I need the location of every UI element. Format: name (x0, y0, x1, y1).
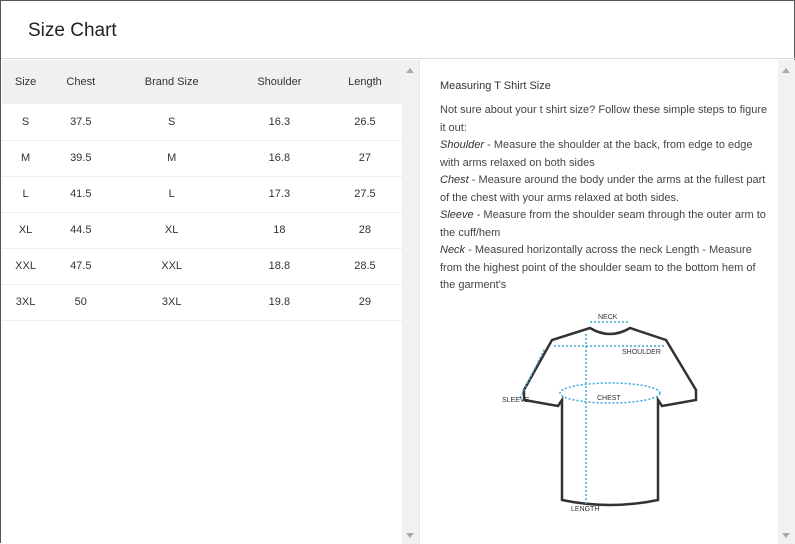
table-row: 3XL 50 3XL 19.8 29 (2, 284, 402, 321)
table-cell: L (2, 176, 50, 213)
table-cell: 50 (49, 284, 113, 321)
table-row: S 37.5 S 16.3 26.5 (2, 104, 402, 141)
guide-text: - Measured horizontally across the neck … (440, 244, 756, 291)
guide-text: - Measure around the body under the arms… (440, 174, 766, 204)
guide-term: Shoulder (440, 139, 485, 151)
column-header: Brand Size (112, 60, 231, 104)
table-cell: XL (112, 212, 231, 249)
guide-term: Chest (440, 174, 469, 186)
table-cell: 16.8 (230, 140, 328, 177)
column-header: Shoulder (230, 60, 328, 104)
guide-text: - Measure the shoulder at the back, from… (440, 139, 753, 169)
column-header: Size (2, 60, 50, 104)
table-cell: 39.5 (49, 140, 113, 177)
size-table: Size Chest Brand Size Shoulder Length S 37.5 S… (2, 60, 402, 321)
guide-scrollbar[interactable] (778, 60, 795, 544)
column-header: Length (327, 60, 402, 104)
table-cell: 18 (230, 212, 328, 249)
table-cell: 3XL (2, 284, 50, 321)
guide-item: Sleeve - Measure from the shoulder seam … (440, 207, 770, 242)
measure-lines (519, 321, 666, 506)
table-cell: M (112, 140, 231, 177)
dialog-title: Size Chart (28, 20, 117, 41)
neck-label: NECK (598, 314, 618, 321)
guide-intro: Not sure about your t shirt size? Follow… (440, 104, 768, 134)
table-cell: 28 (327, 212, 402, 249)
table-cell: L (112, 176, 231, 213)
measuring-guide-panel: Measuring T Shirt Size Not sure about yo… (419, 60, 778, 544)
table-cell: S (2, 104, 50, 141)
scroll-up-icon[interactable] (406, 68, 414, 73)
guide-item: Neck - Measured horizontally across the … (440, 242, 770, 295)
table-cell: 17.3 (230, 176, 328, 213)
tshirt-outline (522, 326, 698, 507)
table-scrollbar[interactable] (402, 60, 419, 544)
size-table-panel: Size Chest Brand Size Shoulder Length S 37.5 S… (2, 60, 402, 544)
scroll-down-icon[interactable] (406, 533, 414, 538)
table-cell: 47.5 (49, 248, 113, 285)
guide-item: Chest - Measure around the body under th… (440, 172, 770, 207)
guide-term: Neck (440, 244, 466, 256)
table-row: XXL 47.5 XXL 18.8 28.5 (2, 248, 402, 285)
table-cell: 19.8 (230, 284, 328, 321)
guide-term: Sleeve (440, 209, 474, 221)
scroll-down-icon[interactable] (782, 533, 790, 538)
table-cell: 3XL (112, 284, 231, 321)
table-cell: XXL (2, 248, 50, 285)
table-cell: XXL (112, 248, 231, 285)
scroll-up-icon[interactable] (782, 68, 790, 73)
table-cell: 28.5 (327, 248, 402, 285)
chest-label: CHEST (597, 395, 621, 402)
table-cell: 44.5 (49, 212, 113, 249)
tshirt-measurement-diagram: NECK SHOULDER CHEST SLEEVE LENGTH (502, 314, 698, 513)
guide-title: Measuring T Shirt Size (440, 80, 551, 92)
table-row: M 39.5 M 16.8 27 (2, 140, 402, 177)
guide-text: - Measure from the shoulder seam through… (440, 209, 766, 239)
table-cell: S (112, 104, 231, 141)
sleeve-label: SLEEVE (502, 397, 530, 404)
table-cell: XL (2, 212, 50, 249)
table-cell: 16.3 (230, 104, 328, 141)
table-cell: 27.5 (327, 176, 402, 213)
table-cell: 37.5 (49, 104, 113, 141)
table-cell: 29 (327, 284, 402, 321)
length-label: LENGTH (571, 506, 599, 513)
table-row: L 41.5 L 17.3 27.5 (2, 176, 402, 213)
shoulder-label: SHOULDER (622, 349, 661, 356)
table-row: XL 44.5 XL 18 28 (2, 212, 402, 249)
table-cell: 41.5 (49, 176, 113, 213)
column-header: Chest (49, 60, 113, 104)
guide-item: Shoulder - Measure the shoulder at the b… (440, 137, 770, 172)
table-cell: M (2, 140, 50, 177)
dialog-header: Size Chart (1, 1, 795, 59)
table-cell: 18.8 (230, 248, 328, 285)
table-cell: 26.5 (327, 104, 402, 141)
guide-body: Not sure about your t shirt size? Follow… (440, 102, 770, 295)
table-cell: 27 (327, 140, 402, 177)
